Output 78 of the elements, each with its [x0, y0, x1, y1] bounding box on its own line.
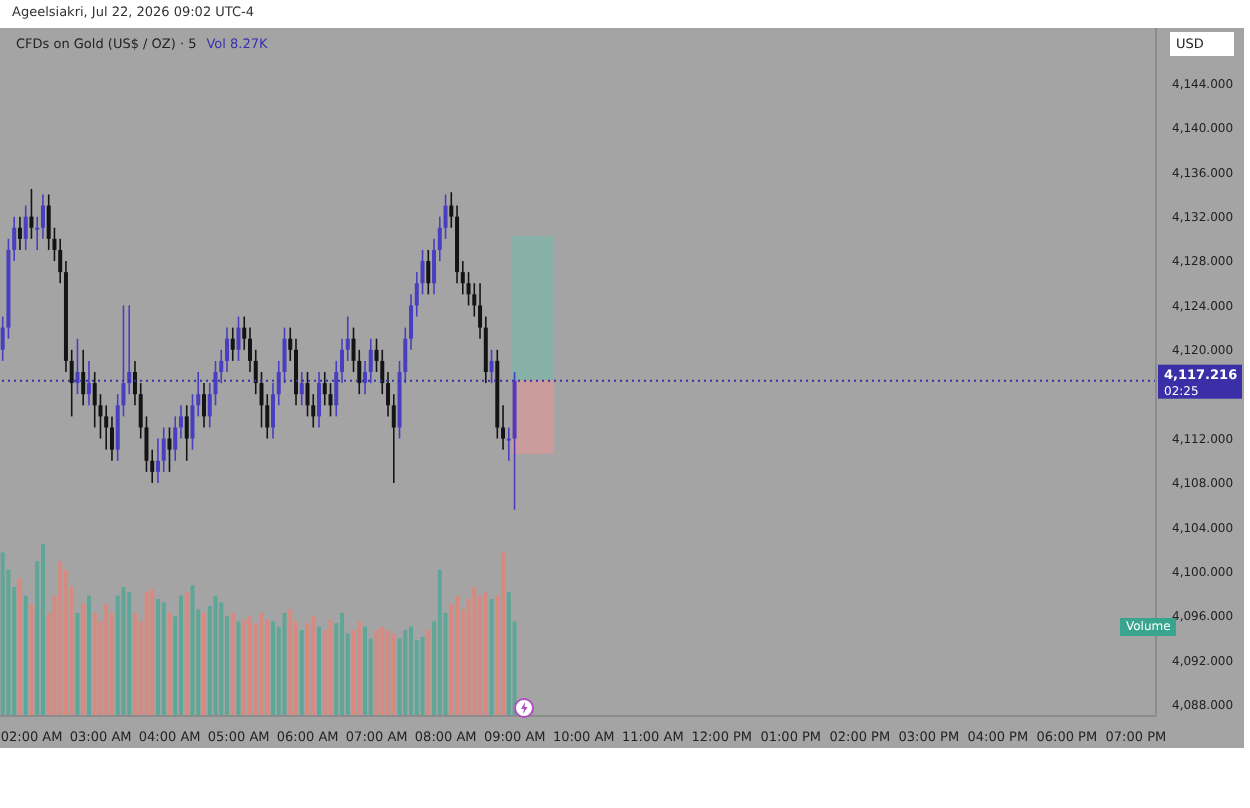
candlestick — [426, 249, 431, 296]
bar — [178, 595, 183, 716]
bar — [449, 604, 454, 716]
bar — [472, 587, 477, 716]
bar — [58, 561, 63, 716]
bar — [478, 595, 483, 716]
bar — [374, 630, 379, 716]
bar — [167, 612, 172, 716]
bar — [109, 612, 114, 716]
bar — [311, 616, 316, 716]
candlestick — [81, 349, 86, 407]
candlestick — [23, 204, 28, 251]
bar — [0, 552, 5, 716]
bar — [121, 587, 126, 716]
bar — [317, 626, 322, 716]
bar — [132, 612, 137, 716]
bar — [437, 569, 442, 716]
bar — [17, 578, 22, 716]
bar — [426, 630, 431, 716]
bar — [380, 626, 385, 716]
bar — [29, 604, 34, 716]
bar — [247, 616, 252, 716]
bar — [23, 595, 28, 716]
bar — [150, 588, 155, 716]
bar — [328, 619, 333, 716]
bar — [420, 636, 425, 716]
bar — [104, 604, 109, 716]
bar — [265, 619, 270, 716]
bar — [230, 612, 235, 716]
bar — [340, 612, 345, 716]
bar — [144, 592, 149, 716]
bar — [506, 592, 511, 716]
bar — [115, 595, 120, 716]
candlestick — [167, 426, 172, 473]
bar — [357, 621, 362, 716]
bar — [184, 592, 189, 716]
bar — [92, 612, 97, 716]
bar — [455, 595, 460, 716]
candlestick — [317, 371, 322, 429]
candlestick — [489, 349, 494, 384]
bar — [86, 595, 91, 716]
bar — [271, 621, 275, 716]
candlestick — [86, 360, 91, 407]
bar — [483, 592, 488, 716]
candlestick — [17, 215, 22, 251]
bar — [282, 612, 287, 716]
candlestick — [75, 337, 80, 395]
bar — [386, 630, 391, 716]
bar — [259, 612, 264, 716]
bar — [242, 619, 247, 716]
bar — [190, 585, 195, 716]
bar — [288, 609, 293, 716]
bar — [403, 630, 408, 716]
bar — [489, 599, 494, 716]
bar — [201, 612, 206, 716]
candlestick — [184, 404, 189, 462]
candlestick — [230, 326, 235, 362]
bar — [409, 626, 414, 716]
bar — [219, 602, 224, 716]
bar — [127, 592, 132, 716]
bar — [155, 599, 160, 716]
bar — [236, 621, 241, 716]
candlestick — [299, 371, 304, 407]
bar — [299, 630, 304, 716]
bar — [363, 626, 368, 716]
candlestick — [236, 315, 241, 362]
candlestick — [29, 188, 34, 240]
bar — [501, 552, 506, 716]
bar — [397, 638, 402, 716]
candlestick — [201, 382, 206, 429]
bar — [391, 633, 396, 716]
bar — [161, 602, 166, 716]
bar — [213, 595, 218, 716]
bar — [63, 569, 68, 716]
bar — [75, 612, 80, 716]
bar — [40, 544, 45, 716]
bar — [81, 604, 86, 716]
bar — [305, 623, 310, 716]
